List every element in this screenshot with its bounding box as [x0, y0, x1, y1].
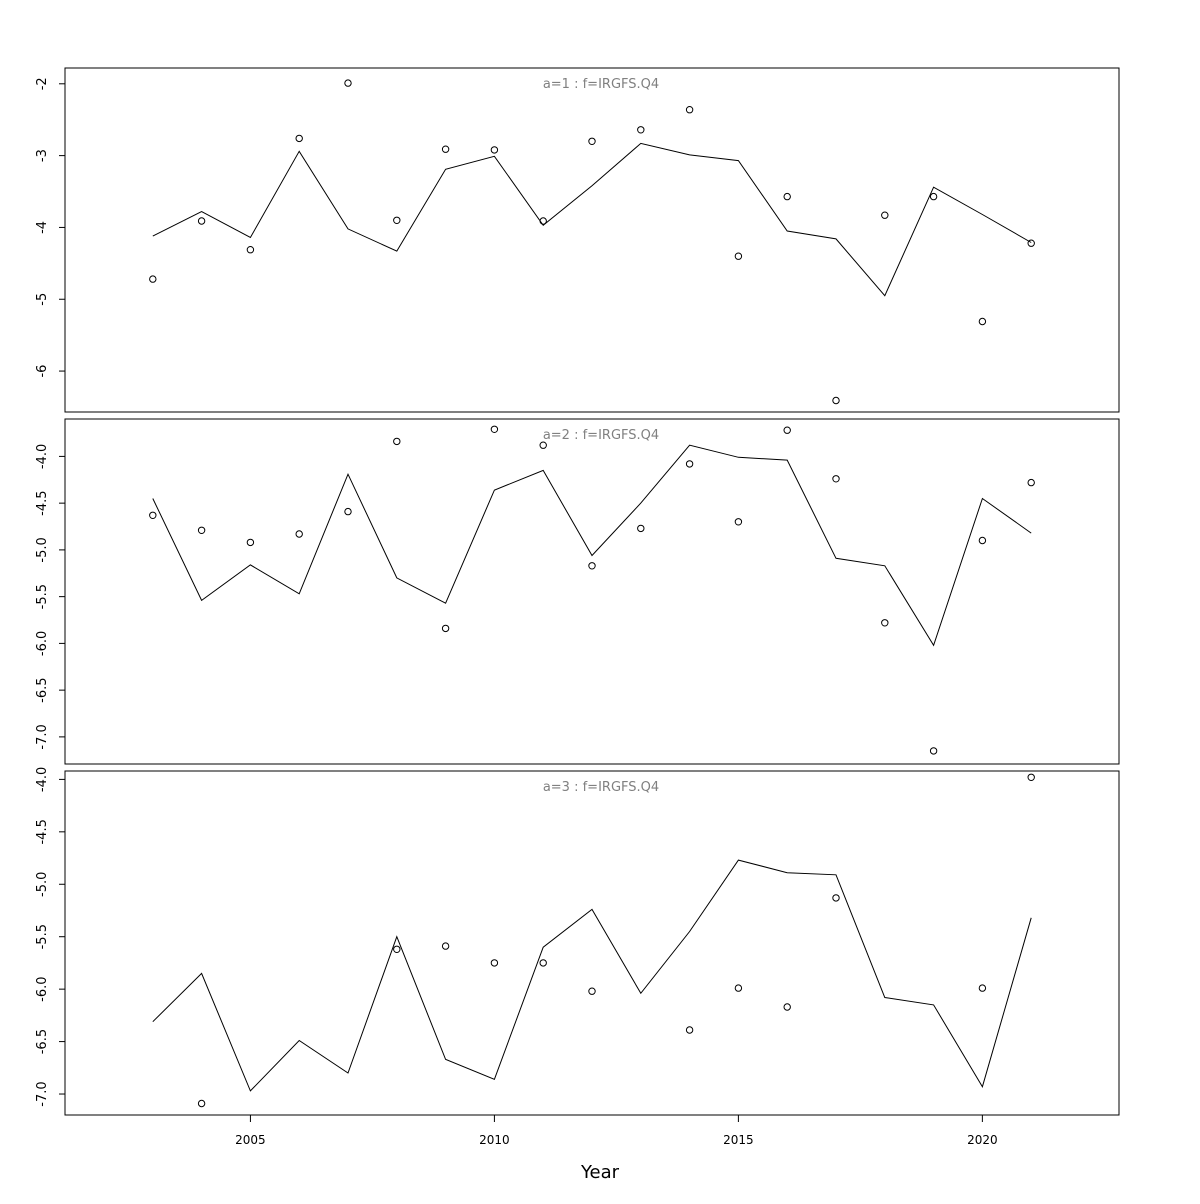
- observed-point: [637, 524, 645, 533]
- panel-1: -2 -3 -4 -5 -6 a=1 : f=IRGFS.Q4: [35, 67, 1120, 413]
- fitted-line: [152, 444, 1032, 647]
- observed-point: [734, 252, 743, 260]
- observed-point: [393, 437, 401, 446]
- panel-2: -4.0 -4.5 -5.0 -5.5 -6.0 -6.5 -7.0 a=2 : f=IRGF…: [35, 418, 1120, 765]
- y-tick-label: -6.0: [35, 976, 50, 1001]
- panel-frame: [64, 67, 1120, 413]
- y-tick-label: -6: [35, 365, 50, 378]
- observed-point: [490, 959, 499, 967]
- y-tick-label: -4: [35, 221, 50, 234]
- y-tick-label: -6.5: [35, 1029, 50, 1054]
- observed-point: [685, 460, 694, 468]
- observed-point: [832, 894, 840, 902]
- observed-point: [539, 441, 547, 449]
- y-tick-label: -3: [35, 149, 50, 162]
- observed-point: [344, 507, 352, 516]
- y-tick-label: -4.0: [35, 767, 50, 792]
- observed-point: [393, 945, 401, 953]
- observed-point: [295, 530, 303, 538]
- y-tick-label: -5.5: [35, 584, 50, 609]
- observed-point: [881, 619, 889, 627]
- observed-point: [978, 317, 987, 326]
- observed-point: [685, 1026, 694, 1034]
- observed-point: [197, 526, 206, 534]
- observed-point: [881, 211, 889, 219]
- observed-point: [246, 538, 255, 547]
- panel-title: a=2 : f=IRGFS.Q4: [543, 428, 659, 443]
- y-tick-label: -5.0: [35, 537, 50, 562]
- y-tick-label: -5.0: [35, 872, 50, 897]
- observed-point: [393, 216, 401, 225]
- observed-point: [978, 536, 987, 545]
- fitted-line: [152, 859, 1032, 1092]
- observed-point: [539, 217, 547, 225]
- y-tick-label: -5: [35, 293, 50, 306]
- x-tick-label: 2015: [723, 1133, 754, 1147]
- observed-point: [588, 562, 596, 570]
- observed-point: [832, 475, 840, 483]
- observed-point: [197, 217, 206, 225]
- y-tick-label: -5.5: [35, 924, 50, 949]
- x-tick-label: 2010: [479, 1133, 510, 1147]
- observed-point: [441, 145, 450, 153]
- observed-point: [637, 126, 645, 134]
- observed-point: [344, 79, 352, 87]
- observed-point: [783, 192, 791, 201]
- observed-point: [149, 511, 157, 519]
- observed-point: [734, 984, 743, 992]
- observed-point: [685, 106, 694, 114]
- x-axis-label: Year: [580, 1162, 620, 1183]
- observed-point: [588, 137, 596, 146]
- observed-point: [734, 518, 743, 526]
- y-tick-label: -4.5: [35, 819, 50, 844]
- x-tick-label: 2020: [967, 1133, 998, 1147]
- observed-point: [1027, 773, 1035, 781]
- panel-title: a=1 : f=IRGFS.Q4: [543, 77, 659, 92]
- observed-point: [490, 425, 499, 433]
- y-axis: -4.0 -4.5 -5.0 -5.5 -6.0 -6.5 -7.0: [35, 444, 65, 750]
- observed-point: [539, 959, 547, 967]
- x-axis: 2005 2010 2015 2020: [235, 1114, 998, 1147]
- y-tick-label: -7.0: [35, 724, 50, 749]
- x-tick-label: 2005: [235, 1133, 266, 1147]
- observed-point: [588, 987, 596, 995]
- observed-point: [929, 747, 938, 755]
- observed-point: [490, 146, 499, 154]
- observed-point: [978, 984, 987, 992]
- y-tick-label: -6.5: [35, 677, 50, 702]
- fitted-line: [152, 142, 1032, 297]
- y-axis: -2 -3 -4 -5 -6: [35, 77, 65, 378]
- y-tick-label: -7.0: [35, 1081, 50, 1106]
- panel-frame: [64, 418, 1120, 765]
- y-axis: -4.0 -4.5 -5.0 -5.5 -6.0 -6.5 -7.0: [35, 767, 65, 1107]
- y-tick-label: -4.0: [35, 444, 50, 469]
- observed-point: [783, 1003, 791, 1011]
- observed-point: [197, 1099, 206, 1108]
- observed-point: [149, 275, 157, 283]
- observed-point: [441, 942, 450, 950]
- y-tick-label: -6.0: [35, 631, 50, 656]
- observed-point: [1027, 239, 1035, 247]
- observed-point: [929, 192, 938, 201]
- observed-point: [783, 426, 791, 434]
- observed-point: [246, 246, 255, 254]
- panel-title: a=3 : f=IRGFS.Q4: [543, 780, 659, 795]
- observed-point: [441, 624, 450, 633]
- observed-point: [295, 134, 303, 143]
- y-tick-label: -2: [35, 77, 50, 90]
- observed-point: [1027, 478, 1035, 487]
- observed-point: [832, 396, 840, 405]
- y-tick-label: -4.5: [35, 490, 50, 515]
